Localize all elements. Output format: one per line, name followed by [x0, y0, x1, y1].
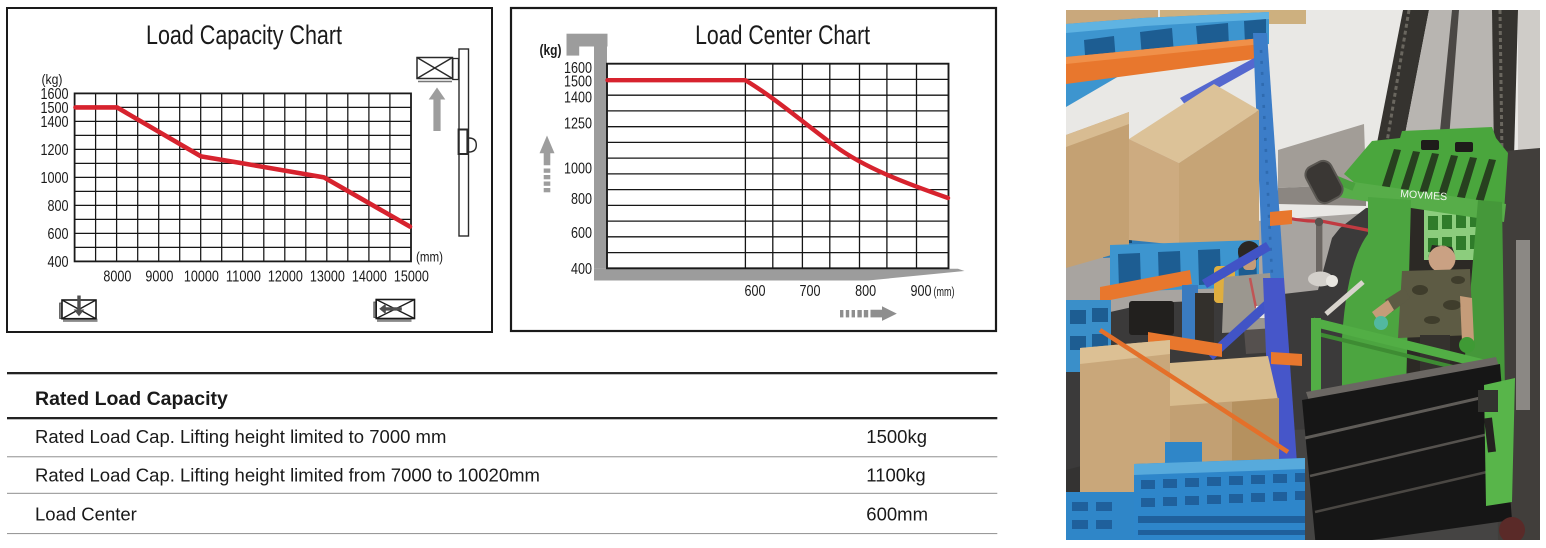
svg-text:(mm): (mm): [416, 249, 443, 265]
svg-text:(kg): (kg): [42, 71, 63, 87]
svg-text:1000: 1000: [41, 170, 69, 187]
svg-text:1200: 1200: [41, 142, 69, 159]
svg-text:10000: 10000: [184, 269, 219, 286]
svg-text:600: 600: [571, 225, 592, 242]
svg-text:Load Center: Load Center: [35, 504, 137, 525]
svg-text:Rated Load Cap. Lifting height: Rated Load Cap. Lifting height limited t…: [35, 426, 446, 447]
svg-text:400: 400: [571, 261, 592, 278]
svg-text:11000: 11000: [226, 269, 261, 286]
svg-text:600: 600: [48, 226, 69, 243]
svg-text:800: 800: [855, 283, 876, 300]
svg-text:1600: 1600: [41, 86, 69, 103]
svg-text:8000: 8000: [103, 269, 131, 286]
svg-text:MOVMES: MOVMES: [1400, 188, 1448, 203]
svg-text:Load Capacity Chart: Load Capacity Chart: [146, 20, 342, 50]
svg-text:14000: 14000: [352, 269, 387, 286]
svg-text:1500: 1500: [564, 74, 592, 91]
svg-text:9000: 9000: [145, 269, 173, 286]
svg-text:1600: 1600: [564, 60, 592, 77]
svg-text:1500: 1500: [41, 100, 69, 117]
svg-text:(kg): (kg): [540, 42, 562, 59]
svg-text:400: 400: [48, 254, 69, 271]
svg-text:600mm: 600mm: [866, 504, 928, 525]
svg-text:800: 800: [48, 198, 69, 215]
svg-text:1500kg: 1500kg: [866, 426, 927, 447]
svg-text:1400: 1400: [41, 114, 69, 131]
svg-text:Rated Load Capacity: Rated Load Capacity: [35, 388, 228, 410]
svg-text:Load Center Chart: Load Center Chart: [695, 20, 870, 50]
svg-text:(mm): (mm): [934, 285, 955, 299]
svg-text:800: 800: [571, 191, 592, 208]
svg-text:700: 700: [800, 283, 821, 300]
svg-text:1250: 1250: [564, 116, 592, 133]
svg-text:1400: 1400: [564, 90, 592, 107]
svg-text:15000: 15000: [394, 269, 429, 286]
svg-text:13000: 13000: [310, 269, 345, 286]
svg-text:Rated Load Cap. Lifting height: Rated Load Cap. Lifting height limited f…: [35, 465, 540, 486]
svg-text:12000: 12000: [268, 269, 303, 286]
svg-text:900: 900: [911, 283, 932, 300]
svg-text:1100kg: 1100kg: [866, 465, 925, 486]
svg-text:600: 600: [745, 283, 766, 300]
svg-text:1000: 1000: [564, 160, 592, 177]
